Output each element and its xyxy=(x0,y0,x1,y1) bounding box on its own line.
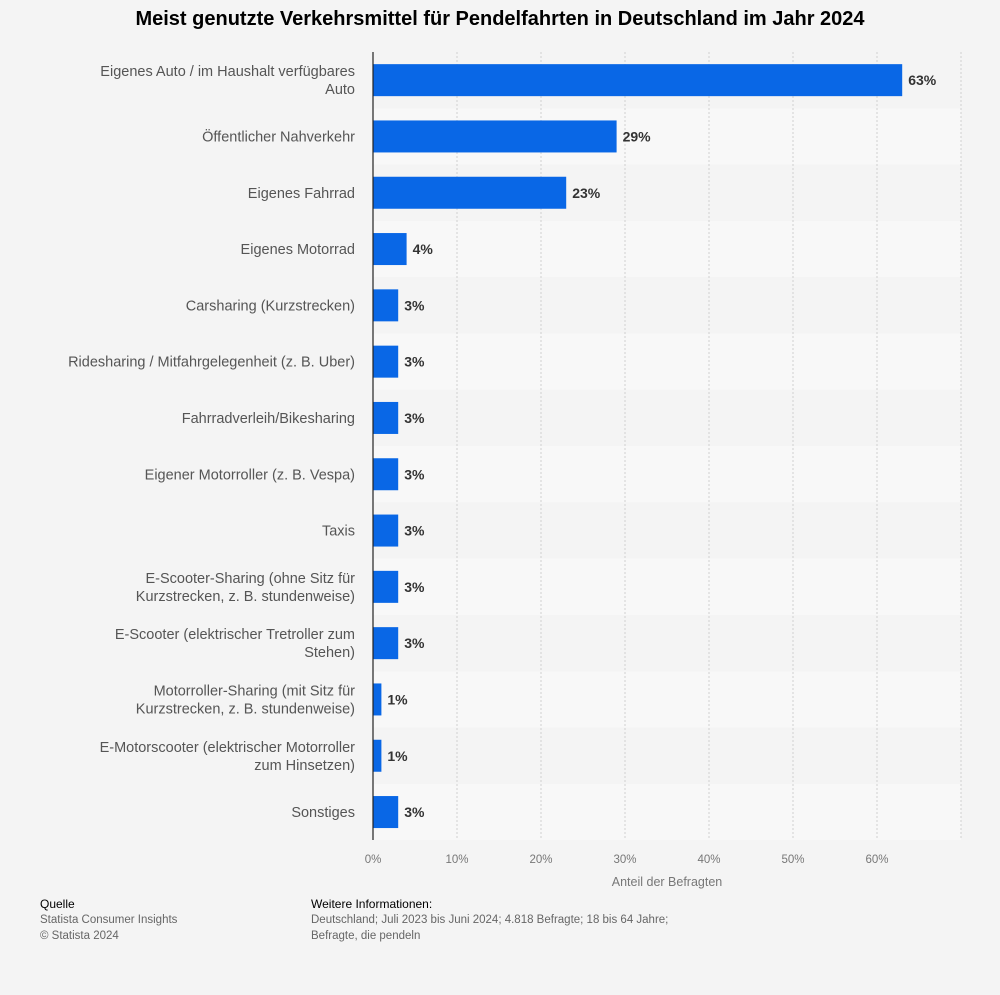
bar[interactable] xyxy=(373,683,382,716)
category-label: Eigenes Motorrad xyxy=(241,242,355,258)
copyright-text: © Statista 2024 xyxy=(40,930,119,942)
category-label: E-Scooter-Sharing (ohne Sitz für Kurzstre… xyxy=(136,571,355,605)
row-band xyxy=(373,558,961,615)
x-tick-label: 0% xyxy=(365,854,382,866)
bar[interactable] xyxy=(373,289,399,322)
bar[interactable] xyxy=(373,796,399,829)
category-label: E-Scooter (elektrischer Tretroller zum St… xyxy=(115,627,355,661)
x-tick-label: 40% xyxy=(697,854,720,866)
x-tick-label: 30% xyxy=(613,854,636,866)
x-tick-label: 10% xyxy=(445,854,468,866)
data-label: 3% xyxy=(404,635,425,651)
bar[interactable] xyxy=(373,64,903,97)
data-label: 4% xyxy=(413,241,434,257)
x-tick-label: 50% xyxy=(781,854,804,866)
source-heading: Quelle xyxy=(40,897,75,911)
category-label: Eigenes Fahrrad xyxy=(248,186,355,202)
bar[interactable] xyxy=(373,345,399,378)
category-label: E-Motorscooter (elektrischer Motorroller… xyxy=(100,740,356,774)
row-band xyxy=(373,277,961,334)
data-label: 3% xyxy=(404,804,425,820)
category-label: Eigenes Auto / im Haushalt verfügbares Au… xyxy=(100,64,355,98)
data-label: 29% xyxy=(623,128,652,144)
category-label: Öffentlicher Nahverkehr xyxy=(202,127,355,145)
data-label: 3% xyxy=(404,297,425,313)
chart-title: Meist genutzte Verkehrsmittel für Pendel… xyxy=(135,8,865,30)
row-band xyxy=(373,333,961,390)
bar[interactable] xyxy=(373,514,399,547)
row-band xyxy=(373,446,961,503)
row-band xyxy=(373,615,961,672)
data-label: 3% xyxy=(404,579,425,595)
category-label: Carsharing (Kurzstrecken) xyxy=(186,298,355,314)
category-label: Ridesharing / Mitfahrgelegenheit (z. B. … xyxy=(68,355,355,371)
data-label: 3% xyxy=(404,354,425,370)
category-label: Fahrradverleih/Bikesharing xyxy=(182,411,355,427)
row-band xyxy=(373,502,961,559)
bar[interactable] xyxy=(373,570,399,603)
data-label: 23% xyxy=(572,185,601,201)
info-heading: Weitere Informationen: xyxy=(311,897,433,911)
source-text: Statista Consumer Insights xyxy=(40,914,178,926)
data-label: 63% xyxy=(908,72,937,88)
row-band xyxy=(373,783,961,841)
bar[interactable] xyxy=(373,627,399,660)
data-label: 1% xyxy=(387,691,408,707)
x-axis-title: Anteil der Befragten xyxy=(612,875,723,889)
x-tick-label: 20% xyxy=(529,854,552,866)
bar[interactable] xyxy=(373,120,617,153)
row-band xyxy=(373,389,961,447)
row-band xyxy=(373,671,961,728)
bar[interactable] xyxy=(373,233,407,266)
data-label: 1% xyxy=(387,748,408,764)
info-text-line-2: Befragte, die pendeln xyxy=(311,930,421,942)
data-label: 3% xyxy=(404,410,425,426)
bar[interactable] xyxy=(373,458,399,491)
info-block: Weitere Informationen: Deutschland; Juli… xyxy=(311,896,668,944)
category-label: Sonstiges xyxy=(291,805,355,821)
info-text-line-1: Deutschland; Juli 2023 bis Juni 2024; 4.… xyxy=(311,914,669,926)
category-label: Motorroller-Sharing (mit Sitz für Kurzstr… xyxy=(136,683,355,717)
source-block: Quelle Statista Consumer Insights © Stat… xyxy=(40,896,177,944)
bar[interactable] xyxy=(373,401,399,434)
category-label: Taxis xyxy=(322,524,355,540)
bar[interactable] xyxy=(373,739,382,772)
row-band xyxy=(373,220,961,278)
bar[interactable] xyxy=(373,176,567,209)
data-label: 3% xyxy=(404,466,425,482)
x-tick-label: 60% xyxy=(865,854,888,866)
category-label: Eigener Motorroller (z. B. Vespa) xyxy=(145,467,355,483)
row-band xyxy=(373,727,961,784)
data-label: 3% xyxy=(404,523,425,539)
